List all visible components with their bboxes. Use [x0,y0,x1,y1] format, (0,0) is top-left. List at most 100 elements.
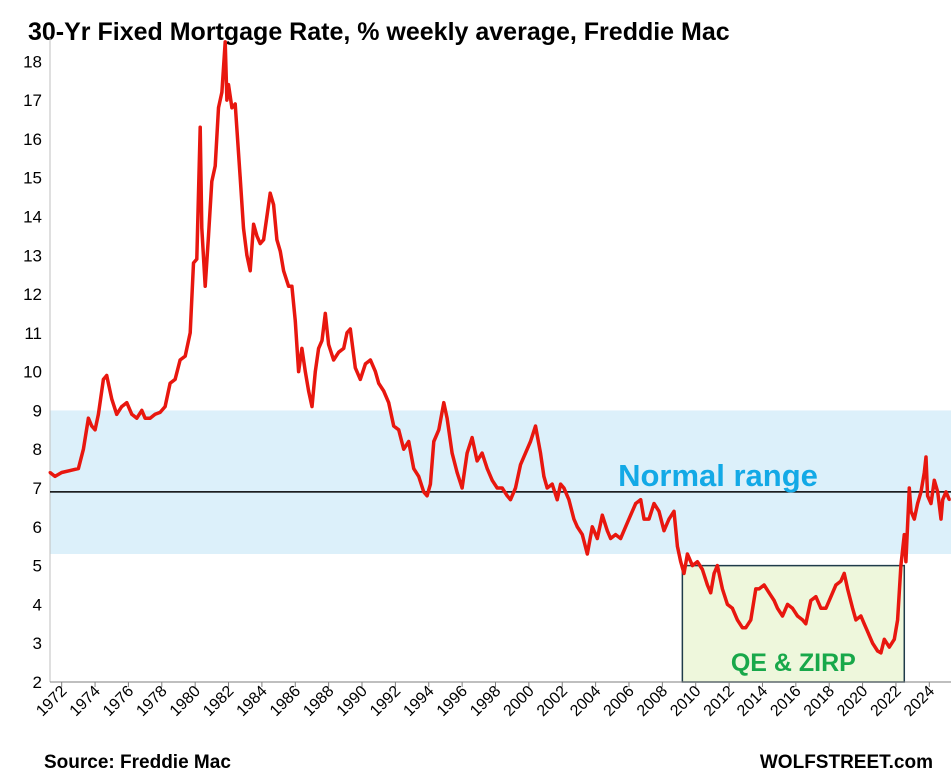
data-point [695,560,699,564]
data-point [605,529,609,533]
data-point [534,424,538,428]
data-point [417,474,421,478]
data-point [892,637,896,641]
y-tick-label: 17 [23,91,42,110]
data-point [48,471,52,475]
data-point [495,486,499,490]
data-point [834,583,838,587]
data-point [96,412,100,416]
data-point [924,455,928,459]
data-point [225,98,229,102]
y-tick-label: 11 [24,324,42,343]
y-tick-label: 6 [33,518,42,537]
data-point [700,567,704,571]
x-tick-label: 1996 [434,683,471,720]
x-tick-label: 1982 [200,683,237,720]
data-point [53,474,57,478]
data-point [545,486,549,490]
brand-label: WOLFSTREET.com [759,752,933,773]
data-point [358,377,362,381]
data-point [559,482,563,486]
data-point [614,533,618,537]
data-point [207,234,211,238]
data-point [814,595,818,599]
data-point [500,486,504,490]
data-point [125,401,129,405]
data-point [407,439,411,443]
data-point [652,502,656,506]
data-point [290,284,294,288]
data-point [642,517,646,521]
data-point [634,502,638,506]
series-line-mortgage-rate [48,40,951,655]
data-point [609,536,613,540]
data-point [402,447,406,451]
data-point [902,533,906,537]
data-point [629,513,633,517]
data-point [851,606,855,610]
y-tick-label: 3 [33,634,42,653]
data-point [580,533,584,537]
data-point [809,599,813,603]
y-tick-label: 5 [33,557,42,576]
data-point [705,583,709,587]
data-point [327,342,331,346]
data-point [624,525,628,529]
data-point [790,606,794,610]
x-tick-label: 1994 [400,683,437,720]
data-point [248,269,252,273]
data-point [455,471,459,475]
y-tick-label: 13 [23,246,42,265]
data-point [293,319,297,323]
source-label: Source: Freddie Mac [44,752,231,773]
data-point [470,436,474,440]
data-point [555,498,559,502]
data-point [397,428,401,432]
data-point [268,191,272,195]
data-point [744,626,748,630]
normal-range-label: Normal range [618,458,818,493]
data-point [485,467,489,471]
data-point [780,614,784,618]
data-point [422,490,426,494]
x-tick-label: 2000 [501,683,538,720]
data-point [519,463,523,467]
x-tick-label: 1984 [234,683,271,720]
y-tick-label: 16 [23,130,42,149]
data-point [647,517,651,521]
data-point [919,490,923,494]
data-point [862,622,866,626]
data-point [944,490,948,494]
data-point [679,560,683,564]
data-point [715,564,719,568]
x-tick-label: 2014 [734,683,771,720]
data-point [307,389,311,393]
data-point [392,424,396,428]
data-point [450,451,454,455]
data-point [377,381,381,385]
data-point [749,618,753,622]
data-point [490,478,494,482]
data-point [936,490,940,494]
data-point [310,405,314,409]
data-point [425,494,429,498]
data-point [342,346,346,350]
data-point [303,370,307,374]
data-point [839,579,843,583]
data-point [93,428,97,432]
x-tick-label: 1990 [334,683,371,720]
data-point [287,284,291,288]
data-point [567,498,571,502]
data-point [829,595,833,599]
x-tick-label: 1974 [67,683,104,720]
data-point [662,529,666,533]
data-point [198,125,202,129]
data-point [795,614,799,618]
data-point [130,412,134,416]
data-point [709,591,713,595]
data-point [168,381,172,385]
data-point [158,410,162,414]
x-tick-label: 1980 [167,683,204,720]
